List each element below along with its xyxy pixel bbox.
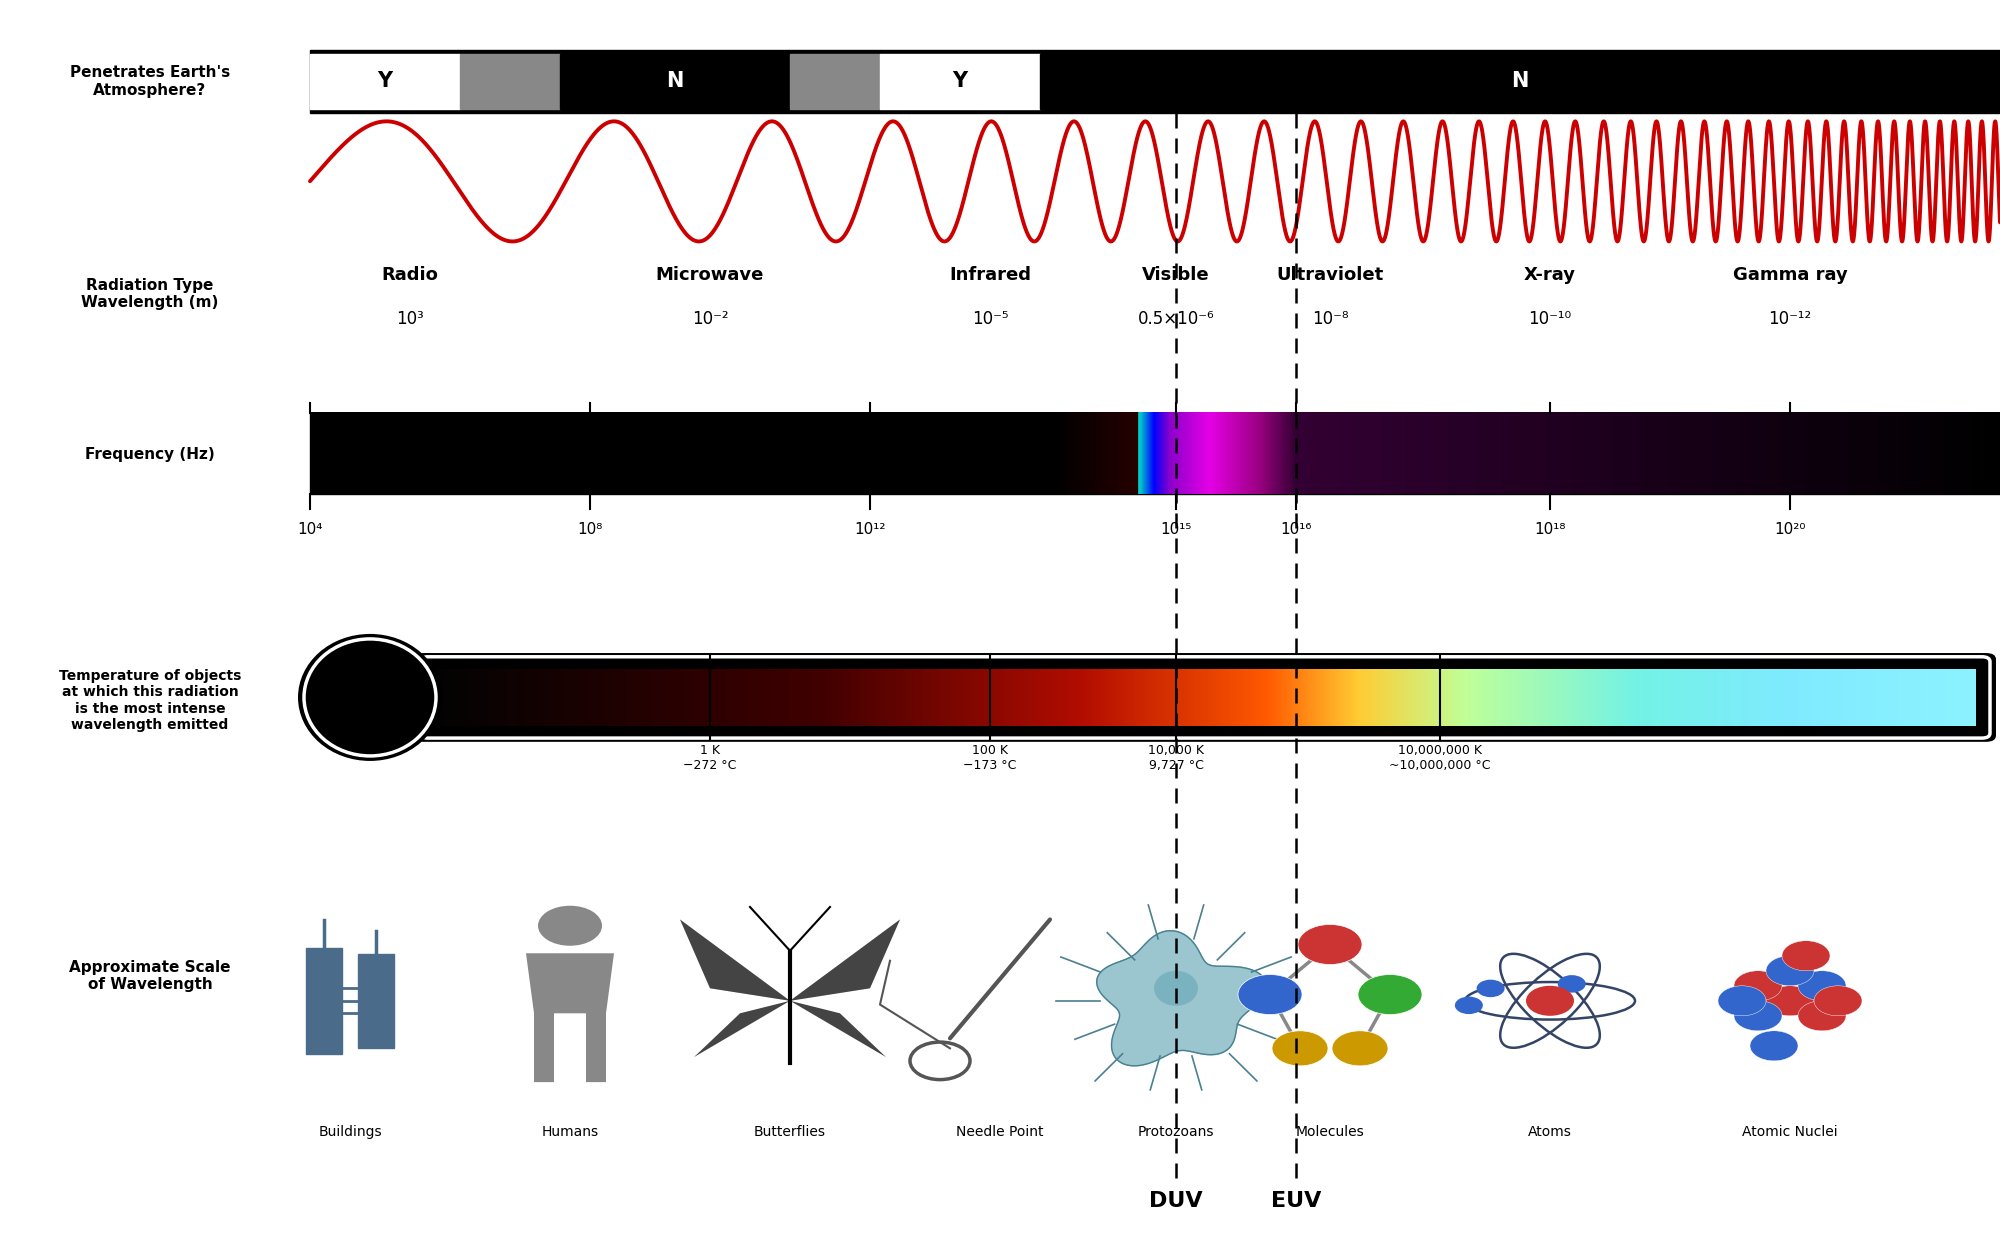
Text: 10⁻²: 10⁻²: [692, 310, 728, 328]
Text: Infrared: Infrared: [950, 266, 1032, 284]
Circle shape: [1454, 997, 1482, 1015]
Circle shape: [1298, 924, 1362, 965]
Circle shape: [1358, 975, 1422, 1015]
Circle shape: [1332, 1031, 1388, 1066]
Circle shape: [1558, 975, 1586, 992]
Polygon shape: [790, 919, 900, 1001]
Text: 10⁻⁵: 10⁻⁵: [972, 310, 1008, 328]
Text: Y: Y: [952, 71, 968, 91]
Text: Butterflies: Butterflies: [754, 1125, 826, 1140]
Text: Gamma ray: Gamma ray: [1732, 266, 1848, 284]
Circle shape: [1272, 1031, 1328, 1066]
Bar: [560, 54, 790, 109]
Text: DUV: DUV: [1150, 1191, 1202, 1211]
Circle shape: [1476, 980, 1504, 997]
Text: Frequency (Hz): Frequency (Hz): [86, 447, 214, 462]
Text: Radiation Type
Wavelength (m): Radiation Type Wavelength (m): [82, 278, 218, 310]
Text: Buildings: Buildings: [318, 1125, 382, 1140]
Circle shape: [538, 906, 602, 946]
Circle shape: [1814, 986, 1862, 1016]
Text: N: N: [1512, 71, 1528, 91]
Text: Penetrates Earth's
Atmosphere?: Penetrates Earth's Atmosphere?: [70, 65, 230, 98]
Text: 10,000,000 K
~10,000,000 °C: 10,000,000 K ~10,000,000 °C: [1390, 744, 1490, 772]
Text: 10⁸: 10⁸: [578, 522, 602, 537]
Bar: [306, 948, 342, 1053]
Bar: [310, 54, 460, 109]
Text: 1 K
−272 °C: 1 K −272 °C: [684, 744, 736, 772]
Text: Microwave: Microwave: [656, 266, 764, 284]
Polygon shape: [790, 1001, 886, 1057]
Ellipse shape: [310, 647, 430, 748]
Bar: [1040, 54, 2000, 109]
Ellipse shape: [1154, 971, 1198, 1006]
Text: Visible: Visible: [1142, 266, 1210, 284]
Polygon shape: [680, 919, 790, 1001]
Circle shape: [1766, 986, 1814, 1016]
Polygon shape: [694, 1001, 790, 1057]
Text: Y: Y: [378, 71, 392, 91]
Circle shape: [1734, 1001, 1782, 1031]
Text: 10¹⁸: 10¹⁸: [1534, 522, 1566, 537]
Bar: [880, 54, 1040, 109]
Text: Protozoans: Protozoans: [1138, 1125, 1214, 1140]
Circle shape: [1798, 1001, 1846, 1031]
Text: 10¹⁶: 10¹⁶: [1280, 522, 1312, 537]
Circle shape: [1718, 986, 1766, 1016]
Ellipse shape: [298, 634, 442, 761]
Text: Atoms: Atoms: [1528, 1125, 1572, 1140]
Polygon shape: [680, 919, 790, 1001]
Text: 10¹²: 10¹²: [854, 522, 886, 537]
Text: Ultraviolet: Ultraviolet: [1276, 266, 1384, 284]
Text: 10⁻¹²: 10⁻¹²: [1768, 310, 1812, 328]
Circle shape: [1750, 1031, 1798, 1061]
Polygon shape: [1096, 931, 1266, 1066]
Bar: [460, 54, 560, 109]
Bar: [358, 955, 394, 1048]
Text: X-ray: X-ray: [1524, 266, 1576, 284]
Polygon shape: [790, 919, 900, 1001]
Text: EUV: EUV: [1270, 1191, 1322, 1211]
Text: Atomic Nuclei: Atomic Nuclei: [1742, 1125, 1838, 1140]
Text: Approximate Scale
of Wavelength: Approximate Scale of Wavelength: [70, 960, 230, 992]
Circle shape: [1782, 941, 1830, 971]
Text: 10,000 K
9,727 °C: 10,000 K 9,727 °C: [1148, 744, 1204, 772]
FancyBboxPatch shape: [414, 653, 1996, 742]
Circle shape: [1238, 975, 1302, 1015]
Bar: [310, 50, 2000, 113]
Text: Molecules: Molecules: [1296, 1125, 1364, 1140]
Circle shape: [1734, 971, 1782, 1001]
Text: 100 K
−173 °C: 100 K −173 °C: [964, 744, 1016, 772]
Circle shape: [1798, 971, 1846, 1001]
FancyBboxPatch shape: [420, 657, 1990, 738]
Text: Needle Point: Needle Point: [956, 1125, 1044, 1140]
Text: 10¹⁵: 10¹⁵: [1160, 522, 1192, 537]
Text: 10⁻¹⁰: 10⁻¹⁰: [1528, 310, 1572, 328]
Text: 10³: 10³: [396, 310, 424, 328]
Circle shape: [1526, 986, 1574, 1016]
Text: Radio: Radio: [382, 266, 438, 284]
Text: 10⁴: 10⁴: [298, 522, 322, 537]
Text: N: N: [666, 71, 684, 91]
Text: 0.5×10⁻⁶: 0.5×10⁻⁶: [1138, 310, 1214, 328]
Text: Humans: Humans: [542, 1125, 598, 1140]
Polygon shape: [526, 953, 614, 1082]
Circle shape: [1766, 956, 1814, 986]
Bar: [790, 54, 880, 109]
Text: 10⁻⁸: 10⁻⁸: [1312, 310, 1348, 328]
Text: Temperature of objects
at which this radiation
is the most intense
wavelength em: Temperature of objects at which this rad…: [58, 669, 242, 732]
Bar: [310, 413, 2000, 494]
Text: 10²⁰: 10²⁰: [1774, 522, 1806, 537]
